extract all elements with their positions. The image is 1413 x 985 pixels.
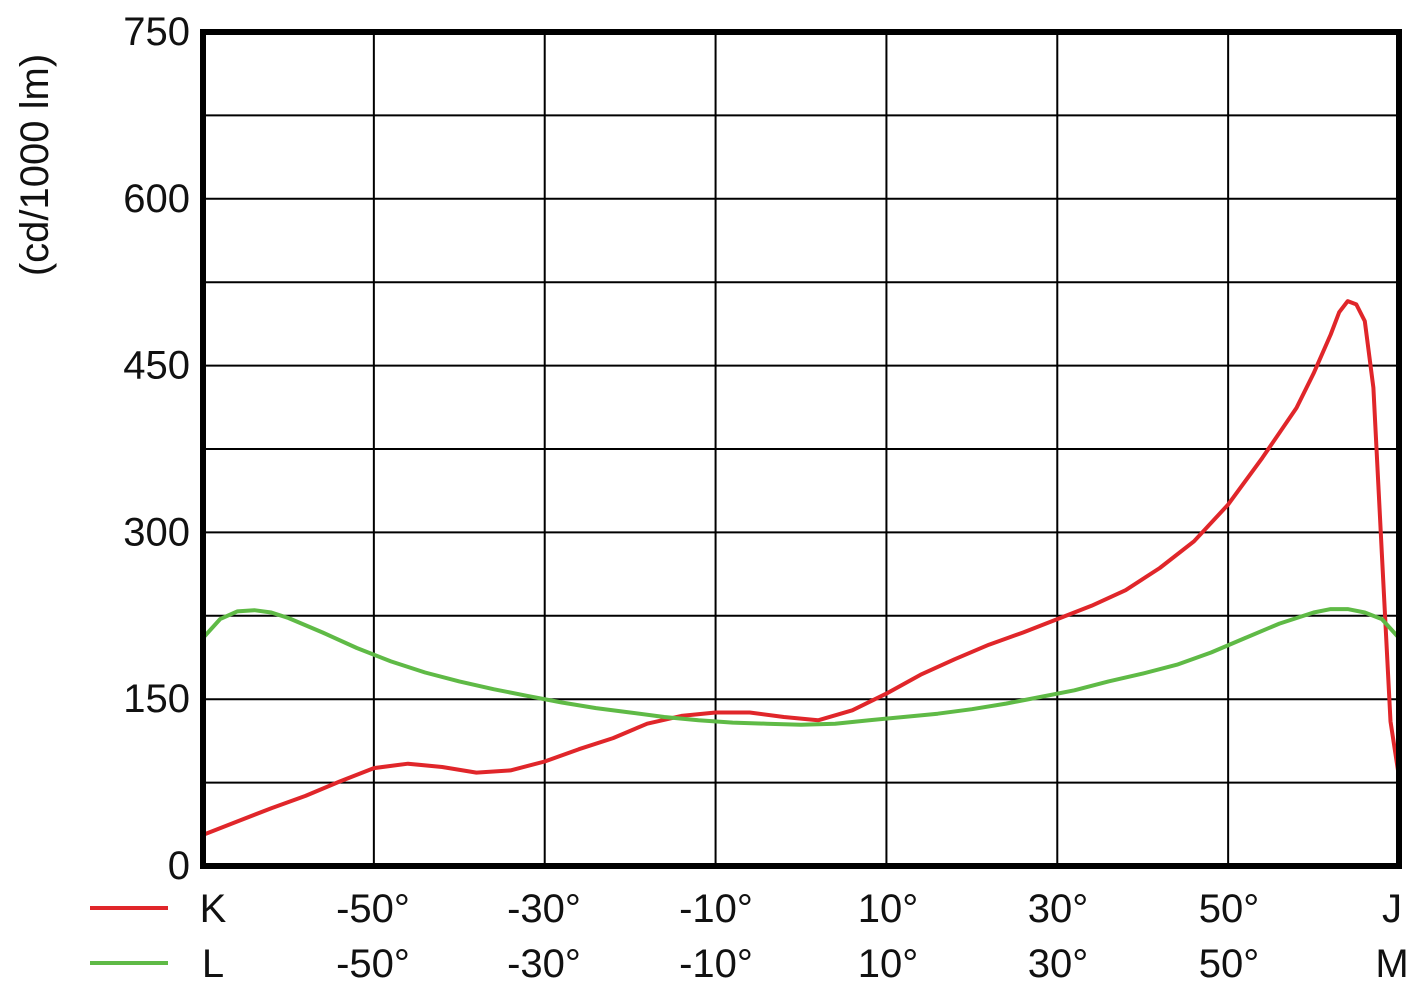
x-tick-label: -30° xyxy=(507,942,581,985)
x-tick-label: 30° xyxy=(1028,887,1089,931)
y-tick-label: 150 xyxy=(123,677,190,721)
x-tick-label: 10° xyxy=(858,942,919,985)
series-line-L xyxy=(201,607,1401,727)
y-tick-label: 600 xyxy=(123,177,190,221)
x-axis-legend-rows: K -50° -30° -10° 10° 30° 50° J L -50° -30° -10° 10° 3… xyxy=(90,887,1409,985)
x-tick-label: -50° xyxy=(336,887,410,931)
series-lines xyxy=(201,299,1401,837)
x-tick-label: 50° xyxy=(1199,942,1260,985)
x-tick-label: 50° xyxy=(1199,887,1260,931)
y-tick-label: 300 xyxy=(123,510,190,554)
horizontal-gridlines xyxy=(203,114,1399,784)
x-tick-label: J xyxy=(1382,887,1402,931)
x-tick-label: 30° xyxy=(1028,942,1089,985)
series-line-K xyxy=(201,299,1401,837)
x-tick-label: -10° xyxy=(679,887,753,931)
y-tick-label: 0 xyxy=(168,844,190,888)
x-tick-label: -50° xyxy=(336,942,410,985)
x-tick-label: M xyxy=(1375,942,1408,985)
plot-frame xyxy=(200,29,1402,869)
legend-label-K: K xyxy=(200,887,227,931)
y-tick-label: 750 xyxy=(123,10,190,54)
x-tick-label: 10° xyxy=(858,887,919,931)
y-axis-tick-labels: 0 150 300 450 600 750 xyxy=(123,10,190,888)
x-tick-label: -30° xyxy=(507,887,581,931)
legend-label-L: L xyxy=(202,942,224,985)
y-tick-label: 450 xyxy=(123,344,190,388)
y-axis-label: (cd/1000 lm) xyxy=(13,54,57,276)
x-tick-label: -10° xyxy=(679,942,753,985)
